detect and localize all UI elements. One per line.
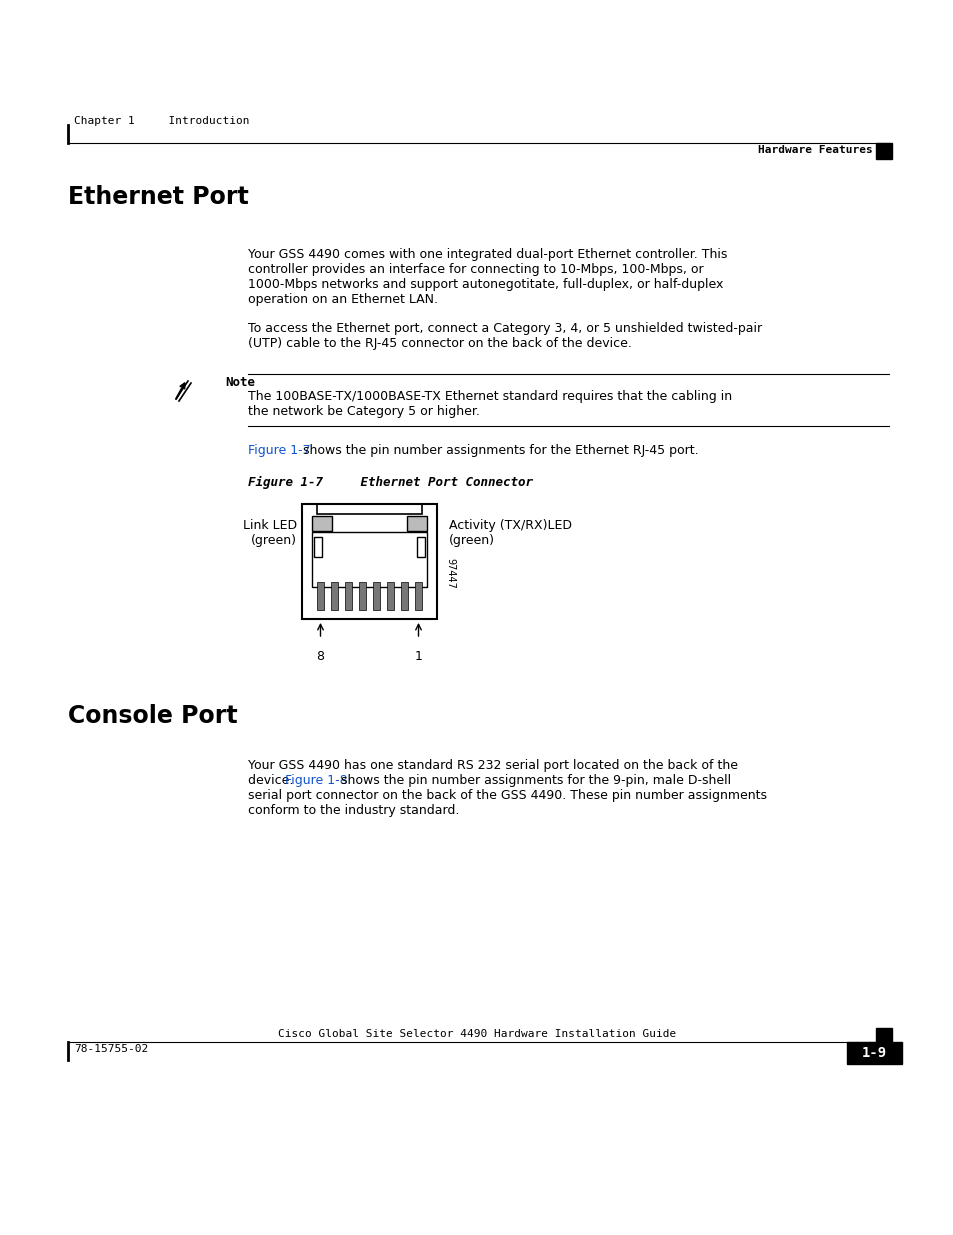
Bar xyxy=(875,143,891,159)
Text: (UTP) cable to the RJ-45 connector on the back of the device.: (UTP) cable to the RJ-45 connector on th… xyxy=(248,337,631,350)
Bar xyxy=(316,504,421,514)
Text: To access the Ethernet port, connect a Category 3, 4, or 5 unshielded twisted-pa: To access the Ethernet port, connect a C… xyxy=(248,322,761,335)
Text: 97447: 97447 xyxy=(444,557,455,588)
Text: shows the pin number assignments for the 9-pin, male D-shell: shows the pin number assignments for the… xyxy=(336,774,730,787)
Text: Hardware Features: Hardware Features xyxy=(758,144,872,156)
Text: conform to the industry standard.: conform to the industry standard. xyxy=(248,804,459,818)
Text: 1-9: 1-9 xyxy=(861,1046,885,1060)
Text: Figure 1-7     Ethernet Port Connector: Figure 1-7 Ethernet Port Connector xyxy=(248,475,533,489)
Bar xyxy=(373,582,379,610)
Text: Your GSS 4490 has one standard RS 232 serial port located on the back of the: Your GSS 4490 has one standard RS 232 se… xyxy=(248,760,738,772)
Text: Figure 1-7: Figure 1-7 xyxy=(248,445,311,457)
Bar xyxy=(407,516,427,531)
Text: Cisco Global Site Selector 4490 Hardware Installation Guide: Cisco Global Site Selector 4490 Hardware… xyxy=(277,1029,676,1039)
Bar xyxy=(316,582,324,610)
Text: Figure 1-8: Figure 1-8 xyxy=(285,774,347,787)
Text: The 100BASE-TX/1000BASE-TX Ethernet standard requires that the cabling in: The 100BASE-TX/1000BASE-TX Ethernet stan… xyxy=(248,390,731,403)
Text: 8: 8 xyxy=(316,650,324,663)
Bar xyxy=(416,537,424,557)
Text: Console Port: Console Port xyxy=(68,704,237,727)
Bar xyxy=(331,582,337,610)
Text: Your GSS 4490 comes with one integrated dual-port Ethernet controller. This: Your GSS 4490 comes with one integrated … xyxy=(248,248,726,261)
Text: device.: device. xyxy=(248,774,297,787)
Text: serial port connector on the back of the GSS 4490. These pin number assignments: serial port connector on the back of the… xyxy=(248,789,766,802)
Text: Activity (TX/RX)LED: Activity (TX/RX)LED xyxy=(449,519,572,532)
Text: (green): (green) xyxy=(251,534,296,547)
Bar xyxy=(358,582,366,610)
Text: the network be Category 5 or higher.: the network be Category 5 or higher. xyxy=(248,405,479,417)
Bar xyxy=(875,1028,891,1042)
Bar xyxy=(387,582,394,610)
Text: (green): (green) xyxy=(449,534,495,547)
Text: Ethernet Port: Ethernet Port xyxy=(68,185,249,209)
Text: 1000-Mbps networks and support autonegotitate, full-duplex, or half-duplex: 1000-Mbps networks and support autonegot… xyxy=(248,278,722,291)
Text: 78-15755-02: 78-15755-02 xyxy=(74,1044,148,1053)
Bar xyxy=(314,537,322,557)
Bar xyxy=(400,582,408,610)
Text: Note: Note xyxy=(225,375,254,389)
Bar xyxy=(415,582,421,610)
Text: operation on an Ethernet LAN.: operation on an Ethernet LAN. xyxy=(248,293,437,306)
Text: Link LED: Link LED xyxy=(243,519,296,532)
Text: Chapter 1     Introduction: Chapter 1 Introduction xyxy=(74,116,250,126)
Text: shows the pin number assignments for the Ethernet RJ-45 port.: shows the pin number assignments for the… xyxy=(298,445,698,457)
Bar xyxy=(345,582,352,610)
Text: 1: 1 xyxy=(415,650,422,663)
Text: controller provides an interface for connecting to 10-Mbps, 100-Mbps, or: controller provides an interface for con… xyxy=(248,263,703,275)
Bar xyxy=(846,1042,901,1065)
Bar xyxy=(312,532,427,587)
Bar xyxy=(302,504,436,619)
Bar xyxy=(312,516,332,531)
